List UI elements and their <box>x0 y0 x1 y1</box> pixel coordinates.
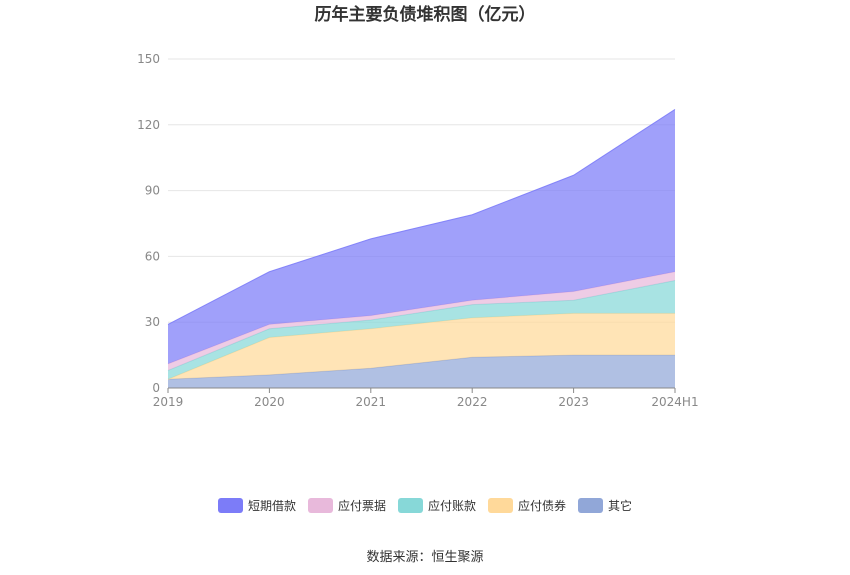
x-tick-label: 2019 <box>153 395 184 409</box>
legend-swatch <box>217 498 243 513</box>
legend-item[interactable]: 应付债券 <box>488 497 566 514</box>
area-series-3 <box>168 271 675 371</box>
y-tick-label: 30 <box>145 315 160 329</box>
x-tick-label: 2022 <box>457 395 488 409</box>
legend-swatch <box>488 498 513 513</box>
legend-item[interactable]: 应付票据 <box>307 497 386 514</box>
y-tick-label: 150 <box>137 52 160 66</box>
legend-item[interactable]: 其它 <box>578 497 632 514</box>
area-series-0 <box>168 355 675 388</box>
legend-label: 应付债券 <box>518 499 567 513</box>
y-tick-label: 0 <box>152 381 160 395</box>
legend-swatch <box>397 498 423 513</box>
area-edge-4 <box>167 109 676 325</box>
x-tick-label: 2020 <box>254 395 285 409</box>
legend-label: 短期借款 <box>247 499 296 513</box>
stacked-areas <box>167 109 676 388</box>
legend-item[interactable]: 短期借款 <box>217 497 296 514</box>
legend-label: 应付账款 <box>427 499 476 513</box>
legend-label: 其它 <box>608 499 633 513</box>
legend-label: 应付票据 <box>337 499 386 513</box>
y-tick-label: 60 <box>145 249 160 263</box>
area-series-1 <box>168 313 675 380</box>
y-tick-label: 90 <box>145 184 160 198</box>
source-text: 数据来源：恒生聚源 <box>366 550 484 565</box>
legend-swatch <box>578 498 604 513</box>
x-tick-label: 2021 <box>356 395 387 409</box>
area-series-2 <box>168 280 675 380</box>
axes: 0 30 60 90 120 150 2019 2020 2021 2022 2023 2024H1 <box>137 52 699 409</box>
area-series-4 <box>168 109 675 364</box>
legend: 短期借款 应付票据 应付账款 应付债券 其它 <box>0 497 850 514</box>
legend-swatch <box>307 498 333 513</box>
x-tick-label: 2024H1 <box>651 395 698 409</box>
legend-item[interactable]: 应付账款 <box>397 497 476 514</box>
x-tick-label: 2023 <box>558 395 589 409</box>
y-tick-label: 120 <box>137 118 160 132</box>
chart-title: 历年主要负债堆积图（亿元） <box>315 4 536 25</box>
